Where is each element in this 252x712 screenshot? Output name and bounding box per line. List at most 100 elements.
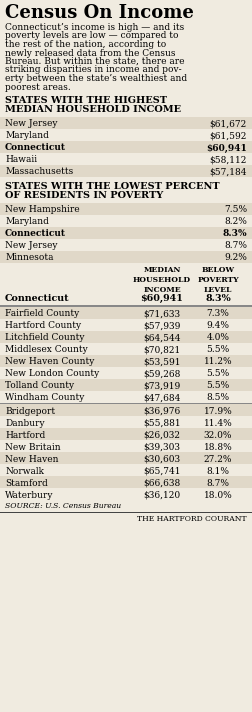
Text: $36,120: $36,120 [143, 491, 181, 500]
Text: MEDIAN
HOUSEHOLD
INCOME: MEDIAN HOUSEHOLD INCOME [133, 266, 191, 293]
Text: 5.5%: 5.5% [206, 345, 230, 354]
Text: OF RESIDENTS IN POVERTY: OF RESIDENTS IN POVERTY [5, 191, 163, 200]
Text: 8.7%: 8.7% [224, 241, 247, 251]
Text: Hawaii: Hawaii [5, 155, 37, 164]
Text: erty between the state’s wealthiest and: erty between the state’s wealthiest and [5, 74, 187, 83]
Bar [0, 330, 252, 342]
Text: 8.5%: 8.5% [206, 393, 230, 402]
Text: Middlesex County: Middlesex County [5, 345, 88, 354]
Text: 7.3%: 7.3% [207, 309, 229, 318]
Text: 17.9%: 17.9% [204, 407, 232, 416]
Bar [0, 416, 252, 428]
Bar [0, 203, 252, 215]
Text: Norwalk: Norwalk [5, 466, 44, 476]
Text: $70,821: $70,821 [143, 345, 181, 354]
Bar [0, 512, 252, 513]
Text: $71,633: $71,633 [143, 309, 181, 318]
Text: 11.2%: 11.2% [204, 357, 232, 366]
Text: $55,881: $55,881 [143, 419, 181, 427]
Bar [0, 227, 252, 239]
Bar [0, 488, 252, 500]
Text: poverty levels are low — compared to: poverty levels are low — compared to [5, 31, 178, 41]
Text: $57,939: $57,939 [143, 321, 181, 330]
Text: $53,591: $53,591 [143, 357, 181, 366]
Text: New Jersey: New Jersey [5, 120, 57, 128]
Bar [0, 117, 252, 129]
Text: $47,684: $47,684 [143, 393, 181, 402]
Text: Stamford: Stamford [5, 478, 48, 488]
Text: Windham County: Windham County [5, 393, 84, 402]
Bar [0, 153, 252, 165]
Text: $65,741: $65,741 [143, 466, 181, 476]
Text: $58,112: $58,112 [210, 155, 247, 164]
Text: Maryland: Maryland [5, 132, 49, 140]
Text: $61,672: $61,672 [210, 120, 247, 128]
Text: $30,603: $30,603 [143, 454, 181, 464]
Text: New London County: New London County [5, 369, 99, 378]
Text: $66,638: $66,638 [143, 478, 181, 488]
Bar [0, 367, 252, 379]
Bar [0, 251, 252, 263]
Text: 7.5%: 7.5% [224, 206, 247, 214]
Text: Connecticut: Connecticut [5, 144, 66, 152]
Text: $64,544: $64,544 [143, 333, 181, 342]
Text: STATES WITH THE HIGHEST: STATES WITH THE HIGHEST [5, 96, 167, 105]
Text: $60,941: $60,941 [206, 144, 247, 152]
Text: Connecticut: Connecticut [5, 294, 70, 303]
Bar [0, 440, 252, 452]
Text: 18.8%: 18.8% [204, 442, 232, 451]
Text: Fairfield County: Fairfield County [5, 309, 79, 318]
Text: Hartford: Hartford [5, 431, 45, 439]
Text: $26,032: $26,032 [143, 431, 180, 439]
Text: 8.7%: 8.7% [206, 478, 230, 488]
Text: 11.4%: 11.4% [204, 419, 232, 427]
Text: $59,268: $59,268 [143, 369, 181, 378]
Text: Maryland: Maryland [5, 217, 49, 226]
Text: $57,184: $57,184 [209, 167, 247, 177]
Text: 8.1%: 8.1% [206, 466, 230, 476]
Text: MEDIAN HOUSEHOLD INCOME: MEDIAN HOUSEHOLD INCOME [5, 105, 181, 114]
Text: Hartford County: Hartford County [5, 321, 81, 330]
Text: New Haven County: New Haven County [5, 357, 94, 366]
Bar [0, 355, 252, 367]
Text: 18.0%: 18.0% [204, 491, 232, 500]
Text: Connecticut: Connecticut [5, 229, 66, 239]
Text: SOURCE: U.S. Census Bureau: SOURCE: U.S. Census Bureau [5, 502, 121, 510]
Bar [0, 215, 252, 227]
Text: 8.3%: 8.3% [205, 294, 231, 303]
Text: Massachusetts: Massachusetts [5, 167, 73, 177]
Text: 32.0%: 32.0% [204, 431, 232, 439]
Bar [0, 141, 252, 153]
Bar [0, 379, 252, 390]
Text: 9.4%: 9.4% [206, 321, 230, 330]
Text: striking disparities in income and pov-: striking disparities in income and pov- [5, 66, 182, 75]
Text: Bridgeport: Bridgeport [5, 407, 55, 416]
Bar [0, 239, 252, 251]
Text: $73,919: $73,919 [143, 381, 181, 390]
Text: $36,976: $36,976 [143, 407, 181, 416]
Bar [0, 404, 252, 416]
Bar [0, 306, 252, 318]
Bar [0, 129, 252, 141]
Text: 5.5%: 5.5% [206, 369, 230, 378]
Bar [0, 476, 252, 488]
Text: New Haven: New Haven [5, 454, 58, 464]
Text: 27.2%: 27.2% [204, 454, 232, 464]
Text: poorest areas.: poorest areas. [5, 83, 71, 92]
Text: 8.2%: 8.2% [224, 217, 247, 226]
Bar [0, 428, 252, 440]
Bar [0, 165, 252, 177]
Text: THE HARTFORD COURANT: THE HARTFORD COURANT [137, 515, 247, 523]
Bar [0, 305, 252, 306]
Text: 5.5%: 5.5% [206, 381, 230, 390]
Text: Litchfield County: Litchfield County [5, 333, 84, 342]
Bar [0, 402, 252, 404]
Text: 4.0%: 4.0% [206, 333, 230, 342]
Bar [0, 318, 252, 330]
Text: $39,303: $39,303 [143, 442, 180, 451]
Bar [0, 390, 252, 402]
Bar [0, 342, 252, 355]
Text: New Hampshire: New Hampshire [5, 206, 80, 214]
Text: Tolland County: Tolland County [5, 381, 74, 390]
Text: Census On Income: Census On Income [5, 4, 194, 22]
